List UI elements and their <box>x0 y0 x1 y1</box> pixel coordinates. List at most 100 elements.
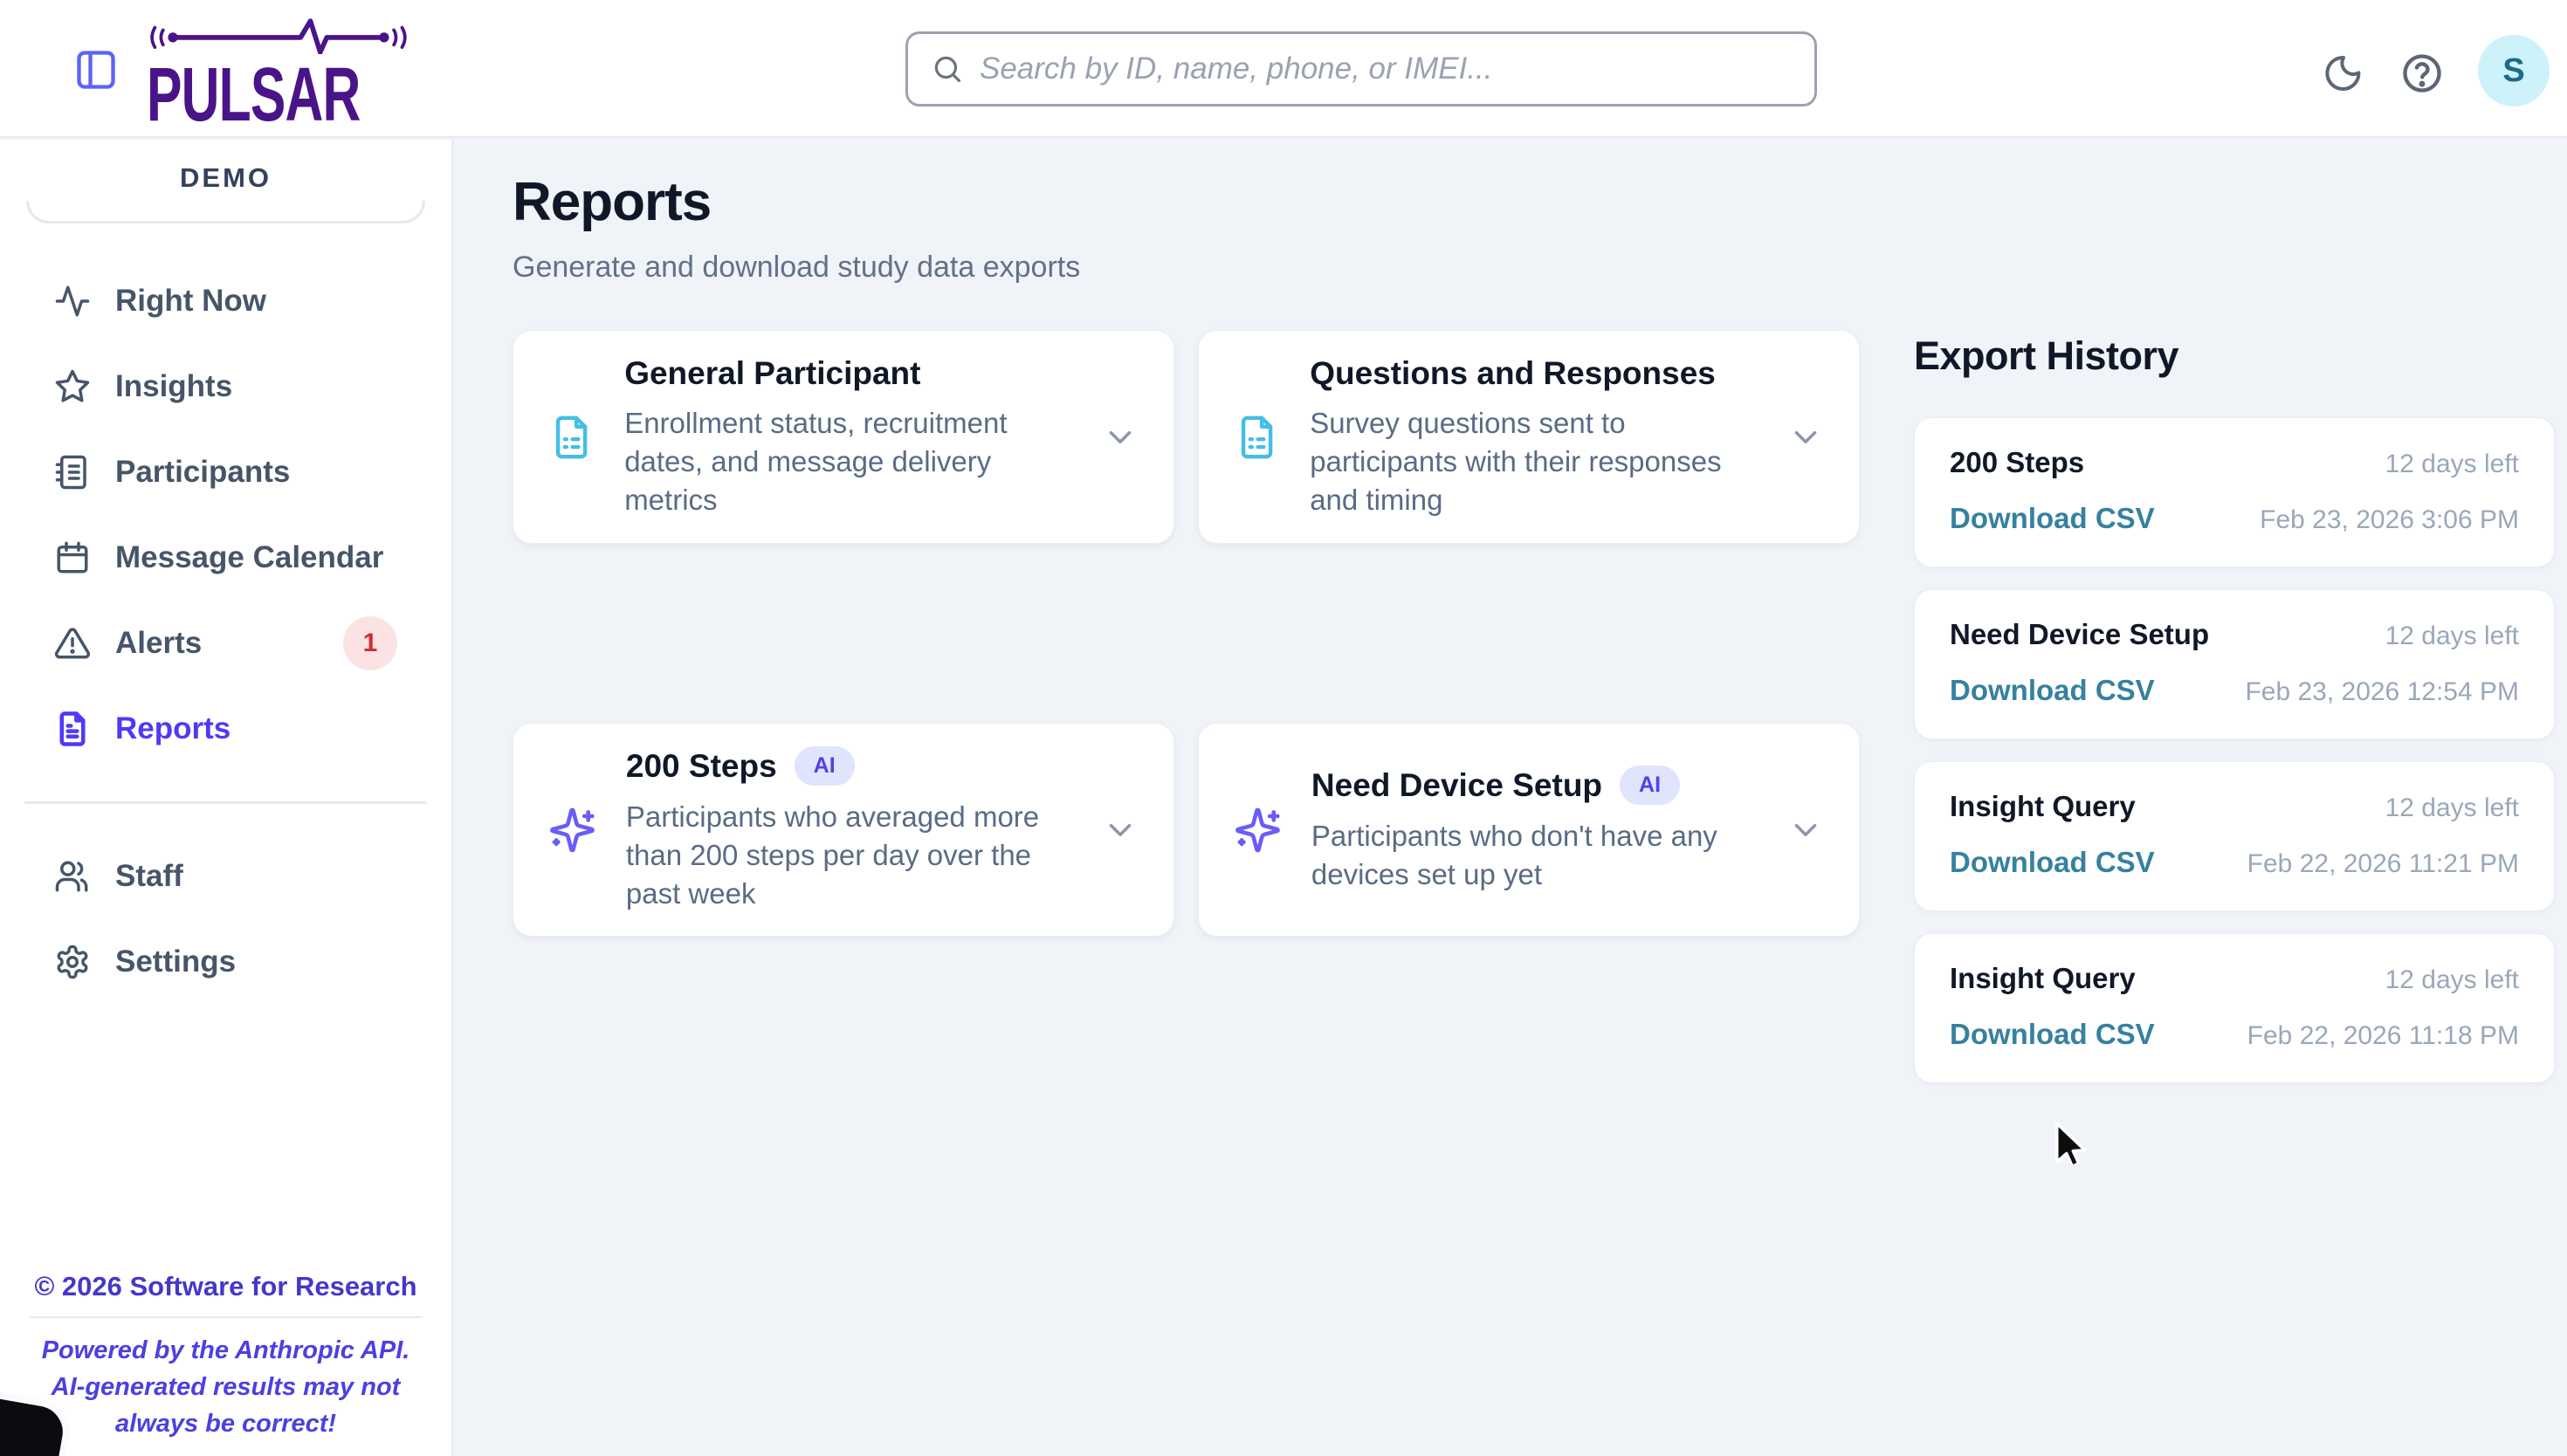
user-avatar[interactable]: S <box>2478 35 2550 106</box>
users-icon <box>55 861 88 892</box>
file-spreadsheet-icon <box>1241 416 1273 458</box>
report-card-title: 200 Steps <box>625 747 777 784</box>
ai-disclaimer-line2: AI-generated results may not <box>51 1373 401 1401</box>
alerts-count-badge: 1 <box>343 616 397 670</box>
file-spreadsheet-icon <box>555 416 588 458</box>
export-date: Feb 22, 2026 11:18 PM <box>2247 1021 2519 1050</box>
sidebar-item-label: Staff <box>115 859 183 893</box>
sidebar-item-message-calendar[interactable]: Message Calendar <box>0 515 451 601</box>
footer-divider <box>30 1316 422 1318</box>
sparkles-icon <box>550 807 595 852</box>
pulsar-logo[interactable]: PULSAR <box>147 17 417 132</box>
download-csv-link[interactable]: Download CSV <box>1950 1018 2155 1050</box>
page-subtitle: Generate and download study data exports <box>513 251 1081 284</box>
calendar-icon <box>57 541 88 573</box>
report-card-description: Participants who don't have any devices … <box>1311 820 1717 890</box>
sidebar-item-label: Settings <box>115 944 237 979</box>
sidebar-item-alerts[interactable]: Alerts 1 <box>0 601 451 686</box>
help-button[interactable] <box>2399 51 2445 100</box>
sidebar-item-right-now[interactable]: Right Now <box>0 258 451 344</box>
export-days-left: 12 days left <box>2385 450 2519 478</box>
export-history-title: Export History <box>1914 333 2179 378</box>
export-days-left: 12 days left <box>2385 622 2519 650</box>
sidebar-footer: © 2026 Software for Research Powered by … <box>0 1271 451 1442</box>
report-card-description: Participants who averaged more than 200 … <box>625 800 1040 910</box>
export-history-panel: Export History 200 Steps 12 days left Do… <box>1914 330 2555 1083</box>
export-history-row: Need Device Setup 12 days left Download … <box>1914 589 2555 739</box>
study-label-underline <box>26 201 425 223</box>
global-search[interactable] <box>905 31 1817 106</box>
report-card-general-participant[interactable]: General Participant Enrollment status, r… <box>513 330 1174 544</box>
ai-disclaimer-line3: always be correct! <box>114 1410 337 1438</box>
activity-icon <box>55 285 90 317</box>
report-card-200-steps[interactable]: 200 Steps AI Participants who averaged m… <box>513 723 1174 937</box>
sidebar-toggle-button[interactable] <box>73 47 119 93</box>
export-name: Insight Query <box>1950 962 2136 994</box>
sidebar-item-reports[interactable]: Reports <box>0 686 451 772</box>
export-date: Feb 23, 2026 3:06 PM <box>2260 505 2519 534</box>
ai-badge: AI <box>1620 766 1681 805</box>
ai-badge: AI <box>794 746 855 786</box>
export-history-row: Insight Query 12 days left Download CSV … <box>1914 933 2555 1083</box>
report-card-title: General Participant <box>624 354 921 391</box>
sidebar-item-label: Right Now <box>115 284 267 318</box>
sidebar-item-settings[interactable]: Settings <box>0 919 451 1005</box>
pulse-line-icon <box>150 18 407 55</box>
top-header: PULSAR S <box>0 0 2567 138</box>
dark-mode-toggle[interactable] <box>2323 52 2364 99</box>
export-name: 200 Steps <box>1950 446 2085 478</box>
sidebar-item-label: Alerts <box>115 626 203 660</box>
secondary-nav: Staff Settings <box>0 834 451 1005</box>
page-title: Reports <box>513 172 712 232</box>
export-date: Feb 22, 2026 11:21 PM <box>2247 849 2519 878</box>
export-name: Need Device Setup <box>1950 618 2210 650</box>
primary-nav: Right Now Insights Participants Message … <box>0 258 451 772</box>
report-card-title: Questions and Responses <box>1310 354 1716 391</box>
ai-disclaimer-line1: Powered by the Anthropic API. <box>41 1336 410 1364</box>
sidebar-item-insights[interactable]: Insights <box>0 344 451 429</box>
export-name: Insight Query <box>1950 790 2136 822</box>
report-card-title: Need Device Setup <box>1311 766 1603 803</box>
report-card-description: Survey questions sent to participants wi… <box>1310 406 1722 516</box>
help-circle-icon <box>2403 54 2441 93</box>
main-content: Reports Generate and download study data… <box>457 140 2567 1456</box>
report-card-questions-responses[interactable]: Questions and Responses Survey questions… <box>1198 330 1860 544</box>
avatar-initial: S <box>2502 52 2525 89</box>
study-label: DEMO <box>180 162 272 193</box>
download-csv-link[interactable]: Download CSV <box>1950 502 2155 534</box>
export-history-row: 200 Steps 12 days left Download CSV Feb … <box>1914 417 2555 567</box>
export-history-row: Insight Query 12 days left Download CSV … <box>1914 761 2555 911</box>
star-icon <box>55 369 90 402</box>
sidebar-item-staff[interactable]: Staff <box>0 834 451 919</box>
alert-triangle-icon <box>54 628 91 659</box>
sidebar-divider <box>24 801 427 804</box>
sparkles-icon <box>1235 807 1280 852</box>
sidebar-nav: DEMO Right Now Insights Participants Mes… <box>0 140 454 1456</box>
gear-icon <box>57 944 88 979</box>
export-date: Feb 23, 2026 12:54 PM <box>2245 677 2519 706</box>
notebook-icon <box>55 455 86 490</box>
report-card-need-device-setup[interactable]: Need Device Setup AI Participants who do… <box>1198 723 1860 937</box>
download-csv-link[interactable]: Download CSV <box>1950 674 2155 706</box>
download-csv-link[interactable]: Download CSV <box>1950 846 2155 878</box>
panel-left-icon <box>77 51 115 89</box>
sidebar-item-label: Insights <box>115 369 233 403</box>
sidebar-item-participants[interactable]: Participants <box>0 429 451 515</box>
brand-name: PULSAR <box>147 51 361 137</box>
chevron-down-icon[interactable] <box>1787 419 1824 456</box>
sidebar-item-label: Reports <box>115 711 231 745</box>
report-card-description: Enrollment status, recruitment dates, an… <box>624 406 1008 516</box>
report-cards-grid: General Participant Enrollment status, r… <box>513 330 1860 1083</box>
chevron-down-icon[interactable] <box>1787 812 1824 848</box>
chevron-down-icon[interactable] <box>1102 419 1139 456</box>
export-days-left: 12 days left <box>2385 793 2519 822</box>
search-icon <box>934 56 961 83</box>
search-input[interactable] <box>980 52 1792 86</box>
chevron-down-icon[interactable] <box>1102 812 1139 848</box>
export-days-left: 12 days left <box>2385 965 2519 994</box>
sidebar-item-label: Message Calendar <box>115 540 384 574</box>
sidebar-item-label: Participants <box>115 455 291 489</box>
file-text-icon <box>59 711 86 746</box>
copyright-text: © 2026 Software for Research <box>34 1271 417 1301</box>
moon-icon <box>2325 55 2361 91</box>
